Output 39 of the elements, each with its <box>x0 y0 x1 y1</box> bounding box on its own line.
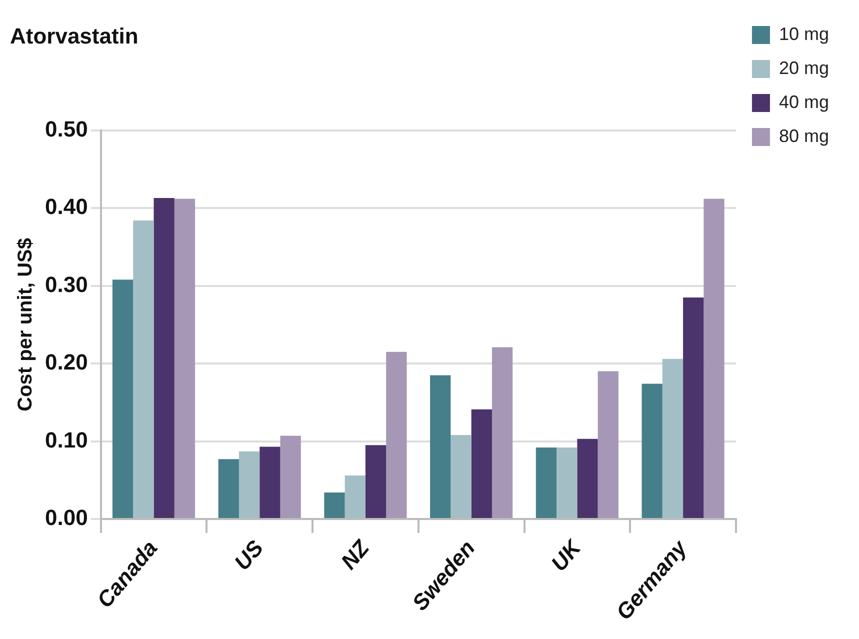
bar <box>430 375 451 518</box>
y-tick-label: 0.00 <box>44 505 88 530</box>
bar <box>492 347 513 518</box>
bar <box>577 438 598 518</box>
x-tick-label: NZ <box>336 534 375 574</box>
bar <box>324 492 345 518</box>
y-tick-label: 0.10 <box>44 427 88 452</box>
bar <box>280 436 301 518</box>
y-tick-label: 0.40 <box>44 194 88 220</box>
x-tick-label: US <box>229 535 268 575</box>
y-axis-title: Cost per unit, US$ <box>14 238 37 412</box>
legend-label: 80 mg <box>778 126 830 146</box>
bar <box>662 358 684 518</box>
bar <box>642 384 662 518</box>
bar <box>344 475 366 518</box>
legend-label: 10 mg <box>778 24 830 44</box>
chart-title: Atorvastatin <box>10 23 138 48</box>
bar <box>450 435 472 518</box>
bar <box>556 447 578 518</box>
bar <box>536 447 557 518</box>
bar <box>174 198 196 518</box>
bar <box>598 371 618 518</box>
bar <box>471 409 492 518</box>
bar <box>238 451 260 518</box>
y-tick-label: 0.50 <box>44 116 88 142</box>
bar <box>112 280 134 518</box>
bar <box>154 198 174 518</box>
y-tick-label: 0.30 <box>44 272 88 297</box>
legend-label: 40 mg <box>778 92 830 112</box>
bar <box>260 446 280 518</box>
bar <box>386 352 407 518</box>
bar <box>683 297 704 518</box>
bar <box>218 459 239 518</box>
y-tick-label: 0.20 <box>44 350 88 375</box>
x-tick-label: UK <box>546 534 588 576</box>
bar <box>133 220 154 518</box>
bar <box>365 445 386 518</box>
bar <box>704 198 724 518</box>
legend-label: 20 mg <box>778 58 830 78</box>
